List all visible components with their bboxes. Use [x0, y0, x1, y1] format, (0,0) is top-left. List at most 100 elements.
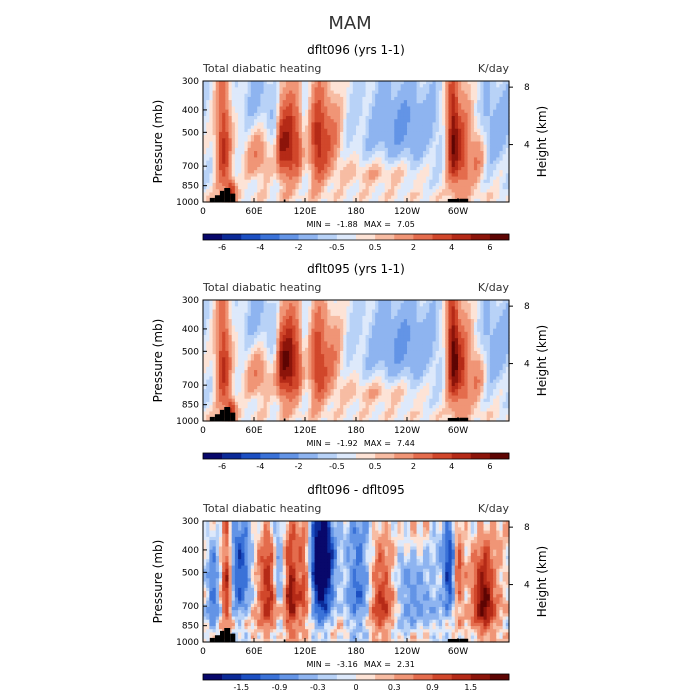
heat-cell: [250, 103, 255, 108]
heat-cell: [493, 195, 497, 200]
heat-cell: [346, 170, 351, 174]
heat-cell: [231, 154, 236, 159]
heat-cell: [438, 179, 443, 184]
heat-cell: [454, 112, 459, 117]
heat-cell: [362, 141, 367, 146]
heat-cell: [343, 122, 348, 127]
heat-cell: [346, 90, 351, 95]
heat-cell: [407, 192, 411, 197]
heat-cell: [257, 154, 261, 159]
heat-cell: [384, 138, 389, 143]
heat-cell: [445, 93, 450, 98]
heat-cell: [212, 163, 217, 168]
heat-cell: [238, 122, 242, 127]
heat-cell: [365, 160, 370, 165]
heat-cell: [394, 312, 399, 317]
heat-cell: [442, 173, 446, 178]
heat-cell: [505, 106, 510, 111]
heat-cell: [279, 103, 284, 108]
heat-cell: [505, 96, 510, 101]
heat-cell: [445, 179, 450, 184]
heat-cell: [215, 109, 220, 114]
heat-cell: [461, 151, 465, 155]
heat-cell: [317, 138, 322, 143]
heat-cell: [234, 116, 239, 120]
heat-cell: [285, 151, 290, 155]
heat-cell: [387, 166, 392, 171]
heat-cell: [410, 157, 414, 162]
heat-cell: [480, 147, 485, 152]
heat-cell: [445, 147, 450, 152]
heat-cell: [276, 303, 281, 307]
heat-cell: [387, 81, 392, 85]
heat-cell: [505, 119, 510, 123]
heat-cell: [438, 163, 443, 168]
heat-cell: [340, 170, 344, 174]
heat-cell: [426, 186, 430, 190]
heat-cell: [209, 192, 214, 197]
heat-cell: [209, 147, 214, 152]
heat-cell: [317, 192, 322, 197]
heat-cell: [231, 122, 236, 127]
heat-cell: [454, 147, 459, 152]
heat-cell: [295, 90, 300, 95]
heat-cell: [301, 109, 306, 114]
heat-cell: [477, 306, 481, 311]
heat-cell: [432, 157, 437, 162]
heat-cell: [298, 151, 303, 155]
heat-cell: [305, 303, 309, 307]
heat-cell: [279, 160, 284, 165]
heat-cell: [336, 303, 341, 307]
heat-cell: [257, 306, 261, 311]
heat-cell: [234, 87, 239, 92]
heat-cell: [375, 93, 379, 98]
heat-cell: [285, 154, 290, 159]
heat-cell: [346, 119, 351, 123]
heat-cell: [352, 84, 357, 88]
heat-cell: [203, 151, 207, 155]
heat-cell: [489, 195, 494, 200]
heat-cell: [432, 176, 437, 181]
heat-cell: [403, 170, 408, 174]
heat-cell: [215, 160, 220, 165]
heat-cell: [327, 182, 332, 187]
heat-cell: [362, 84, 367, 88]
heat-cell: [333, 179, 338, 184]
heat-cell: [254, 125, 258, 130]
heat-cell: [346, 96, 351, 101]
heat-cell: [266, 141, 271, 146]
heat-cell: [285, 119, 290, 123]
heat-cell: [419, 106, 424, 111]
heat-cell: [502, 122, 507, 127]
heat-cell: [448, 312, 453, 317]
heat-cell: [384, 170, 389, 174]
heat-cell: [257, 160, 261, 165]
heat-cell: [276, 116, 281, 120]
colorbar-swatch: [432, 234, 452, 240]
heat-cell: [266, 103, 271, 108]
heat-cell: [282, 160, 287, 165]
heat-cell: [298, 186, 303, 190]
heat-cell: [308, 151, 312, 155]
heat-cell: [387, 303, 392, 307]
heat-cell: [505, 93, 510, 98]
heat-cell: [292, 179, 297, 184]
heat-cell: [285, 125, 290, 130]
heat-cell: [301, 306, 306, 311]
heat-cell: [241, 119, 246, 123]
heat-cell: [365, 147, 370, 152]
heat-cell: [336, 192, 341, 197]
heat-cell: [266, 179, 271, 184]
heat-cell: [314, 151, 319, 155]
heat-cell: [410, 303, 414, 307]
heat-cell: [416, 87, 421, 92]
heat-cell: [238, 100, 242, 104]
heat-cell: [333, 87, 338, 92]
heat-cell: [486, 96, 491, 101]
heat-cell: [295, 198, 300, 203]
heat-cell: [305, 141, 309, 146]
heat-cell: [403, 189, 408, 194]
heat-cell: [470, 135, 475, 139]
heat-cell: [394, 128, 399, 133]
heat-cell: [324, 303, 328, 307]
